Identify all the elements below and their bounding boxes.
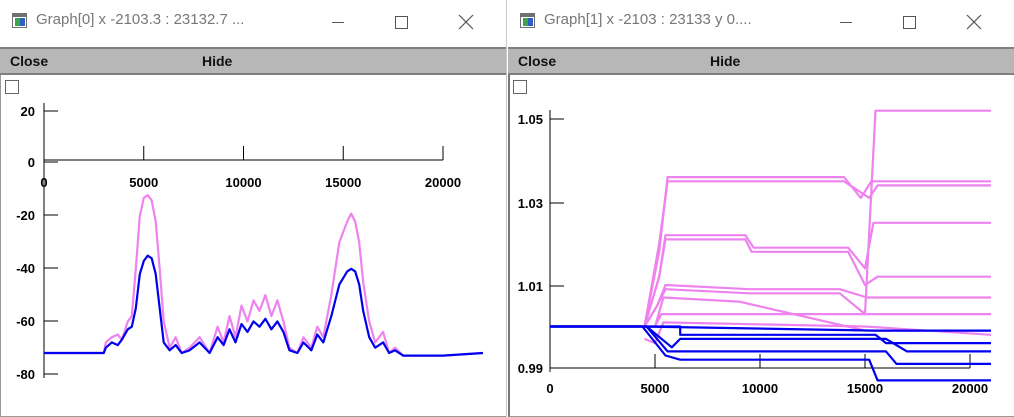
x-tick-label: 5000	[129, 175, 158, 190]
graph-window-0: Graph[0] x -2103.3 : 23132.7 ... Close H…	[0, 0, 507, 417]
x-tick-label: 15000	[325, 175, 361, 190]
y-tick-label: 0.99	[518, 361, 543, 376]
graph-app-icon	[12, 13, 27, 28]
series-line-1	[44, 254, 483, 357]
minimize-icon	[332, 22, 344, 23]
title-bar[interactable]: Graph[0] x -2103.3 : 23132.7 ...	[0, 0, 506, 44]
close-icon	[966, 14, 982, 30]
y-tick-label: 0	[28, 155, 35, 170]
maximize-icon	[395, 16, 408, 29]
window-title: Graph[0] x -2103.3 : 23132.7 ...	[36, 11, 245, 28]
series-line-6	[643, 288, 991, 328]
y-tick-label: -60	[16, 314, 35, 329]
x-tick-label: 10000	[225, 175, 261, 190]
y-tick-label: -20	[16, 208, 35, 223]
series-line-10	[550, 325, 991, 365]
series-line-8	[644, 321, 992, 345]
minimize-button[interactable]	[826, 8, 866, 36]
series-line-13	[550, 325, 991, 332]
x-tick-label: 10000	[742, 381, 778, 396]
series-line-2	[643, 180, 991, 327]
y-tick-label: 20	[21, 104, 35, 119]
y-tick-label: 1.05	[518, 112, 543, 127]
y-tick-label: -40	[16, 261, 35, 276]
x-tick-label: 0	[40, 175, 47, 190]
y-tick-label: 1.01	[518, 279, 543, 294]
close-icon	[458, 14, 474, 30]
series-line-0	[44, 194, 483, 357]
line-chart: 1.05 1.03 1.01 0.990 5000 10000 15000 20000	[518, 109, 992, 396]
x-tick-label: 20000	[952, 381, 988, 396]
graph-app-icon	[520, 13, 535, 28]
line-chart: 20 0 -20 -40 -60 -80 0 5000 10000 15000 20000	[16, 103, 483, 382]
graph-menu-bar: Close Hide	[508, 47, 1014, 75]
close-menu-button[interactable]: Close	[518, 53, 557, 69]
graph-checkbox[interactable]	[5, 80, 19, 94]
window-close-button[interactable]	[446, 8, 486, 36]
x-tick-label: 0	[546, 381, 553, 396]
hide-menu-button[interactable]: Hide	[710, 53, 741, 69]
window-close-button[interactable]	[954, 8, 994, 36]
graph-window-1: Graph[1] x -2103 : 23133 y 0.... Close H…	[508, 0, 1014, 417]
series-line-9	[550, 325, 991, 382]
graph-checkbox[interactable]	[513, 80, 527, 94]
hide-menu-button[interactable]: Hide	[202, 53, 233, 69]
title-bar[interactable]: Graph[1] x -2103 : 23133 y 0....	[508, 0, 1014, 44]
series-line-1	[643, 176, 991, 327]
maximize-icon	[903, 16, 916, 29]
x-tick-label: 5000	[641, 381, 670, 396]
x-tick-label: 15000	[847, 381, 883, 396]
window-title: Graph[1] x -2103 : 23133 y 0....	[544, 11, 752, 28]
maximize-button[interactable]	[381, 8, 421, 36]
maximize-button[interactable]	[889, 8, 929, 36]
series-line-4	[643, 238, 991, 327]
minimize-icon	[840, 22, 852, 23]
graph-menu-bar: Close Hide	[0, 47, 506, 75]
y-tick-label: 1.03	[518, 196, 543, 211]
x-tick-label: 20000	[425, 175, 461, 190]
close-menu-button[interactable]: Close	[10, 53, 49, 69]
y-tick-label: -80	[16, 367, 35, 382]
minimize-button[interactable]	[318, 8, 358, 36]
